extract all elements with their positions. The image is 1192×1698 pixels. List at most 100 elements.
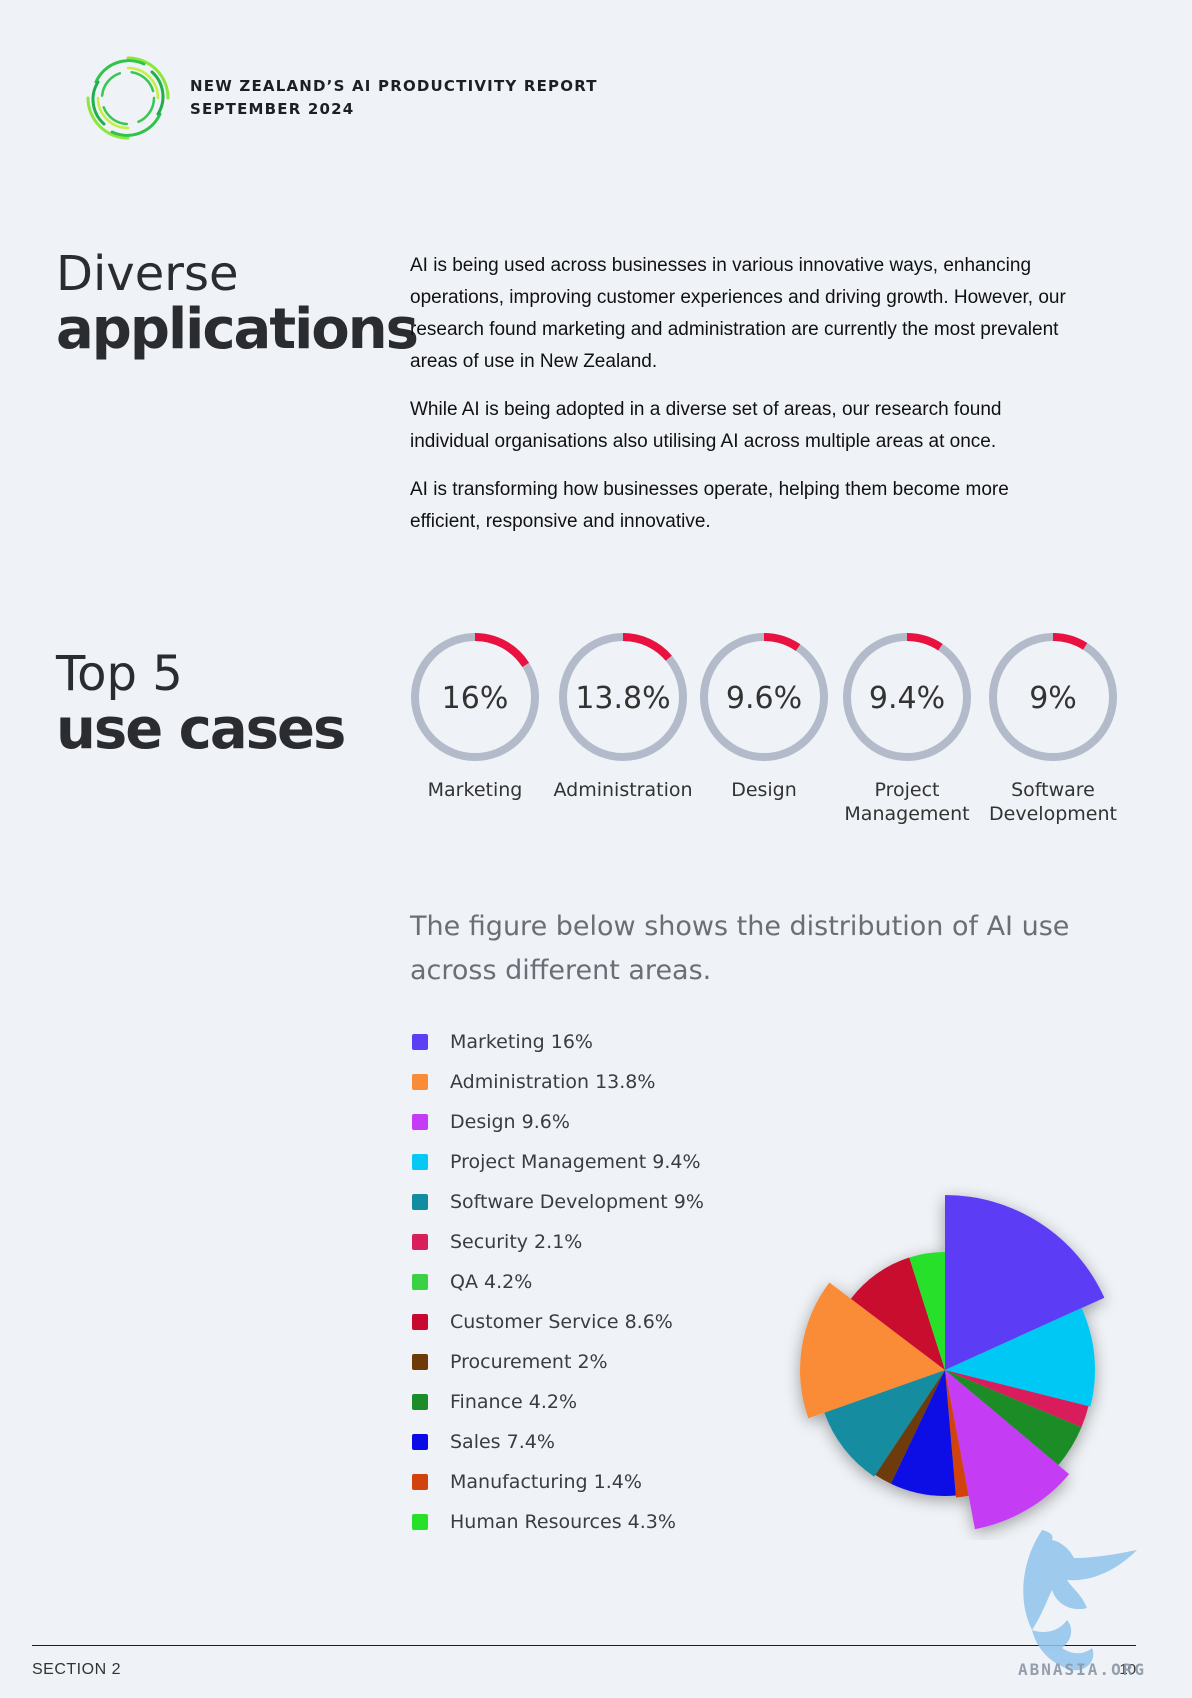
legend-item: Administration 13.8% [412,1062,704,1102]
progress-ring: 13.8% [559,633,687,761]
legend-label: Sales 7.4% [450,1431,555,1453]
legend-swatch [412,1434,428,1450]
legend-label: Software Development 9% [450,1191,704,1213]
legend-swatch [412,1034,428,1050]
report-title: NEW ZEALAND’S AI PRODUCTIVITY REPORT [190,77,598,95]
report-date: SEPTEMBER 2024 [190,100,355,118]
ring-fill [700,633,828,761]
pie-slice-finance [945,1370,1082,1466]
ring-fill [843,633,971,761]
pie-legend: Marketing 16% Administration 13.8% Design … [412,1022,704,1542]
heading-line-2: applications [56,297,419,362]
report-header: NEW ZEALAND’S AI PRODUCTIVITY REPORT SEP… [82,52,598,144]
progress-ring: 9.6% [700,633,828,761]
figure-caption: The figure below shows the distribution … [410,911,1070,986]
ring-card: 9% Software Development [973,630,1133,826]
ring-label-line-1: Software [1011,779,1095,801]
legend-label: Manufacturing 1.4% [450,1471,642,1493]
pie-slice-project-management [945,1308,1096,1407]
winged-griffin-icon [1023,1530,1137,1671]
legend-label: Project Management 9.4% [450,1151,701,1173]
ring-fill [559,633,687,761]
legend-item: Customer Service 8.6% [412,1302,704,1342]
ring-label-line-1: Design [731,779,797,801]
legend-label: Human Resources 4.3% [450,1511,676,1533]
legend-label: Customer Service 8.6% [450,1311,673,1333]
pie-slice-design [945,1370,1070,1530]
intro-text: AI is being used across businesses in va… [410,250,1070,554]
concentric-rings-logo-icon [86,56,170,140]
legend-swatch [412,1074,428,1090]
ring-label: Administration [543,778,703,802]
ring-value: 13.8% [575,681,670,716]
ring-label: Design [684,778,844,802]
ring-label-line-2: Management [844,803,970,825]
pie-slice-sales [890,1370,956,1497]
legend-item: Project Management 9.4% [412,1142,704,1182]
ring-label-line-1: Administration [553,779,693,801]
legend-label: Procurement 2% [450,1351,608,1373]
legend-item: Marketing 16% [412,1022,704,1062]
legend-label: QA 4.2% [450,1271,533,1293]
ring-label: Project Management [827,778,987,826]
legend-item: Procurement 2% [412,1342,704,1382]
pie-slice-manufacturing [945,1370,969,1498]
legend-item: QA 4.2% [412,1262,704,1302]
legend-label: Marketing 16% [450,1031,593,1053]
intro-paragraph: While AI is being adopted in a diverse s… [410,399,1002,452]
ring-value: 9.6% [726,681,802,716]
ring-value: 16% [442,681,509,716]
ring-card: 13.8% Administration [543,630,703,802]
pie-slice-security [945,1370,1089,1428]
ring-label-line-2: Development [989,803,1117,825]
progress-ring: 16% [411,633,539,761]
legend-swatch [412,1354,428,1370]
ring-label-line-1: Project [874,779,940,801]
ai-use-pie-chart [800,1195,1105,1530]
legend-label: Administration 13.8% [450,1071,656,1093]
ring-card: 16% Marketing [395,630,555,802]
pie-slice-human-resources [909,1252,945,1370]
ring-fill [989,633,1117,761]
ring-value: 9% [1029,681,1077,716]
legend-swatch [412,1314,428,1330]
progress-ring: 9% [989,633,1117,761]
footer-divider [32,1645,1136,1646]
ring-card: 9.4% Project Management [827,630,987,826]
legend-swatch [412,1274,428,1290]
heading-line-1: Top 5 [56,646,183,702]
intro-paragraph: AI is being used across businesses in va… [410,255,1066,372]
legend-swatch [412,1114,428,1130]
heading-line-2: use cases [56,697,346,762]
watermark-text: ABNASIA.ORG [1018,1660,1146,1679]
ring-label-line-1: Marketing [427,779,523,801]
intro-paragraph: AI is transforming how businesses operat… [410,479,1009,532]
legend-item: Design 9.6% [412,1102,704,1142]
heading-line-1: Diverse [56,246,239,302]
pie-slice-marketing [945,1195,1105,1370]
legend-label: Security 2.1% [450,1231,583,1253]
legend-label: Finance 4.2% [450,1391,577,1413]
legend-item: Finance 4.2% [412,1382,704,1422]
pie-slice-administration [800,1282,945,1419]
top-5-heading: Top 5 use cases [56,646,346,762]
ring-label: Software Development [973,778,1133,826]
legend-item: Software Development 9% [412,1182,704,1222]
legend-swatch [412,1234,428,1250]
legend-item: Manufacturing 1.4% [412,1462,704,1502]
legend-swatch [412,1194,428,1210]
section-label: SECTION 2 [32,1661,121,1678]
pie-slice-software-development [824,1370,945,1477]
pie-slice-procurement [875,1370,945,1484]
legend-swatch [412,1394,428,1410]
diverse-applications-heading: Diverse applications [56,246,419,362]
legend-item: Sales 7.4% [412,1422,704,1462]
pie-slice-customer-service [850,1257,945,1370]
ring-label: Marketing [395,778,555,802]
legend-swatch [412,1154,428,1170]
legend-label: Design 9.6% [450,1111,570,1133]
page-number: 10 [1119,1661,1136,1678]
ring-fill [411,633,539,761]
progress-ring: 9.4% [843,633,971,761]
legend-item: Human Resources 4.3% [412,1502,704,1542]
